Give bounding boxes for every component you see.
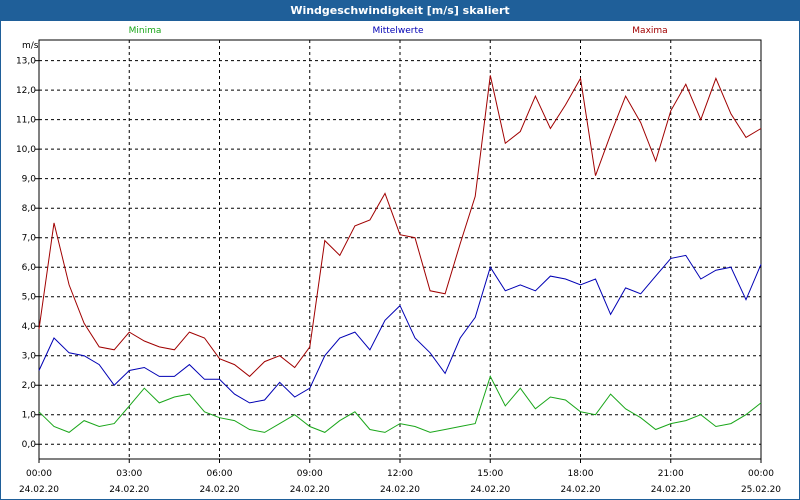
y-tick-label: 10,0 xyxy=(16,145,36,155)
legend: Minima Mittelwerte Maxima xyxy=(129,26,668,36)
x-tick-time: 06:00 xyxy=(207,469,233,479)
legend-entry-maxima: Maxima xyxy=(632,26,667,36)
plot-border xyxy=(38,39,762,460)
y-axis-label: m/s xyxy=(22,41,39,51)
y-tick-label: 12,0 xyxy=(16,86,36,96)
legend-entry-mittelwerte: Mittelwerte xyxy=(372,26,423,36)
series-line-maxima xyxy=(38,75,762,378)
x-tick-time: 21:00 xyxy=(658,469,684,479)
x-tick-date: 24.02.20 xyxy=(470,485,510,495)
y-tick-label: 7,0 xyxy=(22,234,37,244)
x-tick-date: 24.02.20 xyxy=(380,485,420,495)
grid xyxy=(35,40,762,463)
x-tick-time: 18:00 xyxy=(568,469,594,479)
y-tick-label: 1,0 xyxy=(22,411,37,421)
x-tick-time: 15:00 xyxy=(477,469,503,479)
x-tick-time: 03:00 xyxy=(116,469,142,479)
legend-entry-minima: Minima xyxy=(129,26,162,36)
chart-title: Windgeschwindigkeit [m/s] skaliert xyxy=(1,1,799,21)
x-tick-time: 00:00 xyxy=(26,469,52,479)
y-tick-label: 11,0 xyxy=(16,116,36,126)
x-tick-date: 24.02.20 xyxy=(199,485,239,495)
y-tick-label: 4,0 xyxy=(22,322,37,332)
y-tick-label: 2,0 xyxy=(22,381,37,391)
x-tick-time: 12:00 xyxy=(387,469,413,479)
x-tick-time: 00:00 xyxy=(748,469,774,479)
x-tick-date: 24.02.20 xyxy=(109,485,149,495)
x-tick-date: 25.02.20 xyxy=(741,485,781,495)
y-tick-label: 3,0 xyxy=(22,352,37,362)
x-tick-date: 24.02.20 xyxy=(651,485,691,495)
tick-labels: 0,0 1,0 2,0 3,0 4,0 5,0 6,0 7,0 8,0 9,0 10,0 11,0 12… xyxy=(16,57,781,495)
series-layer xyxy=(38,75,762,433)
y-tick-label: 8,0 xyxy=(22,204,37,214)
series-line-minima xyxy=(38,375,762,433)
x-tick-date: 24.02.20 xyxy=(560,485,600,495)
y-tick-label: 9,0 xyxy=(22,175,37,185)
x-tick-date: 24.02.20 xyxy=(290,485,330,495)
y-tick-label: 6,0 xyxy=(22,263,37,273)
y-tick-label: 13,0 xyxy=(16,57,36,67)
series-line-mittelwerte xyxy=(38,254,762,404)
y-tick-label: 0,0 xyxy=(22,440,37,450)
x-tick-time: 09:00 xyxy=(297,469,323,479)
y-tick-label: 5,0 xyxy=(22,293,37,303)
x-tick-date: 24.02.20 xyxy=(19,485,59,495)
